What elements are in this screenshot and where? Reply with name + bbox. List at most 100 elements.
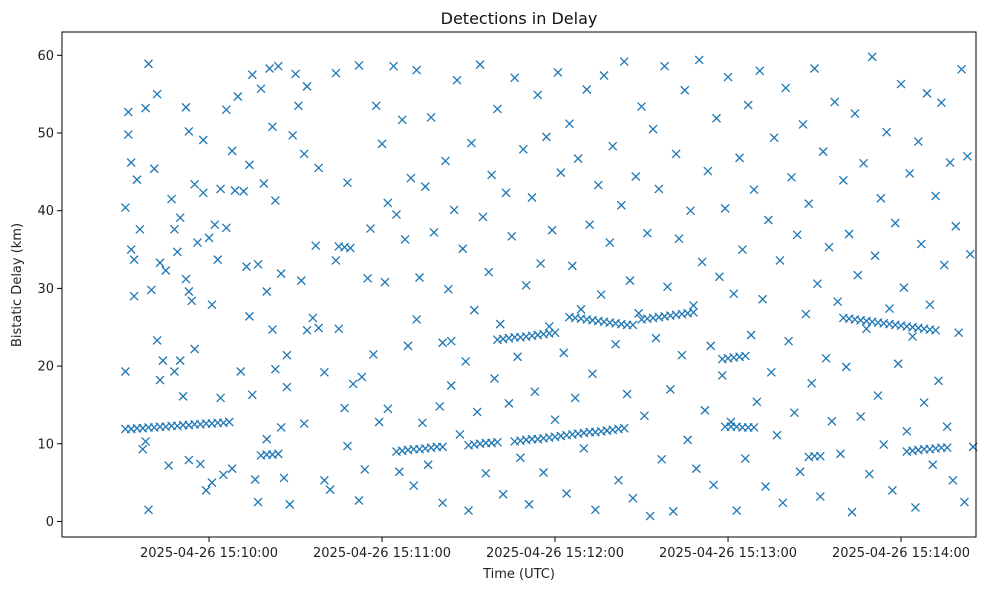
data-point-marker (169, 224, 179, 234)
data-point-marker (342, 178, 352, 188)
data-point-marker (302, 81, 312, 91)
data-point-marker (265, 64, 275, 73)
data-point-marker (634, 308, 644, 318)
data-point-marker (273, 61, 283, 71)
data-point-marker (233, 92, 243, 101)
data-point-marker (536, 259, 546, 268)
data-point-marker (593, 180, 603, 190)
data-point-marker (899, 283, 909, 293)
data-point-marker (902, 426, 912, 436)
data-point-marker (495, 319, 505, 329)
data-point-marker (680, 85, 690, 95)
data-point-marker (216, 393, 226, 403)
data-point-marker (126, 158, 136, 167)
data-point-marker (896, 79, 906, 89)
data-point-marker (123, 107, 133, 117)
data-point-marker (717, 370, 727, 380)
data-point-marker (752, 397, 762, 407)
data-point-marker (642, 228, 652, 238)
data-point-marker (570, 393, 580, 403)
data-point-marker (360, 464, 370, 474)
data-point-marker (374, 417, 384, 427)
data-point-marker (539, 468, 548, 477)
data-point-marker (882, 127, 892, 137)
data-point-marker (726, 417, 736, 427)
data-point-marker (960, 497, 969, 507)
data-point-marker (922, 88, 932, 98)
y-axis: 0 10 20 30 40 50 60 (37, 49, 62, 530)
data-point-marker (484, 267, 494, 277)
data-point-marker (132, 175, 142, 185)
data-point-marker (412, 315, 422, 324)
data-point-marker (942, 443, 952, 453)
data-point-marker (732, 506, 742, 516)
data-point-marker (590, 505, 600, 515)
data-point-marker (314, 323, 324, 333)
data-point-marker (859, 158, 869, 168)
data-point-marker (815, 451, 825, 461)
data-point-marker (567, 261, 577, 271)
data-point-marker (443, 284, 453, 294)
data-point-marker (962, 151, 972, 161)
data-point-marker (579, 443, 589, 453)
data-point-marker (377, 139, 387, 149)
data-point-marker (242, 262, 251, 272)
data-point-marker (345, 243, 355, 253)
data-point-marker (599, 71, 609, 80)
data-point-marker (469, 305, 479, 315)
x-axis-label: Time (UTC) (482, 567, 555, 582)
data-point-marker (781, 83, 791, 93)
data-point-marker (155, 375, 165, 385)
y-tick-label: 10 (37, 437, 54, 452)
data-point-marker (412, 65, 422, 75)
data-point-marker (184, 287, 194, 296)
data-point-marker (945, 158, 955, 167)
data-point-marker (660, 61, 670, 71)
data-point-marker (925, 300, 935, 310)
data-point-marker (804, 199, 814, 209)
data-point-marker (628, 320, 638, 330)
data-point-marker (371, 101, 381, 111)
data-point-marker (827, 416, 837, 426)
data-point-marker (438, 498, 448, 508)
data-point-marker (942, 422, 952, 432)
data-point-marker (818, 147, 828, 157)
x-axis: 2025-04-26 15:10:00 2025-04-26 15:11:00 20… (140, 537, 970, 561)
data-point-marker (824, 242, 834, 252)
data-point-marker (244, 160, 254, 170)
data-point-marker (836, 449, 845, 459)
data-point-marker (354, 60, 364, 70)
data-point-marker (890, 218, 900, 228)
data-point-marker (383, 404, 393, 414)
data-point-marker (158, 356, 168, 366)
data-point-marker (193, 238, 202, 248)
data-point-marker (576, 304, 586, 314)
data-point-marker (224, 417, 234, 427)
data-point-marker (268, 325, 277, 335)
data-point-marker (553, 67, 563, 77)
data-point-marker (787, 172, 796, 182)
data-point-marker (291, 69, 301, 79)
data-point-marker (619, 423, 629, 433)
data-point-marker (815, 492, 825, 502)
data-point-marker (616, 200, 626, 210)
data-point-marker (138, 444, 148, 454)
data-point-marker (481, 468, 491, 478)
x-tick-label: 2025-04-26 15:12:00 (486, 546, 624, 561)
data-point-marker (688, 308, 698, 317)
data-point-marker (221, 105, 231, 115)
data-point-marker (144, 505, 153, 515)
data-point-marker (530, 387, 540, 397)
data-point-marker (236, 367, 246, 376)
data-point-marker (850, 109, 860, 119)
data-point-marker (798, 119, 808, 129)
data-point-marker (524, 499, 534, 509)
data-point-marker (833, 297, 843, 307)
data-point-marker (155, 258, 165, 268)
data-point-marker (772, 430, 782, 440)
data-point-marker (302, 325, 312, 335)
data-point-marker (270, 364, 280, 374)
data-point-marker (671, 149, 681, 159)
data-point-marker (293, 101, 303, 111)
